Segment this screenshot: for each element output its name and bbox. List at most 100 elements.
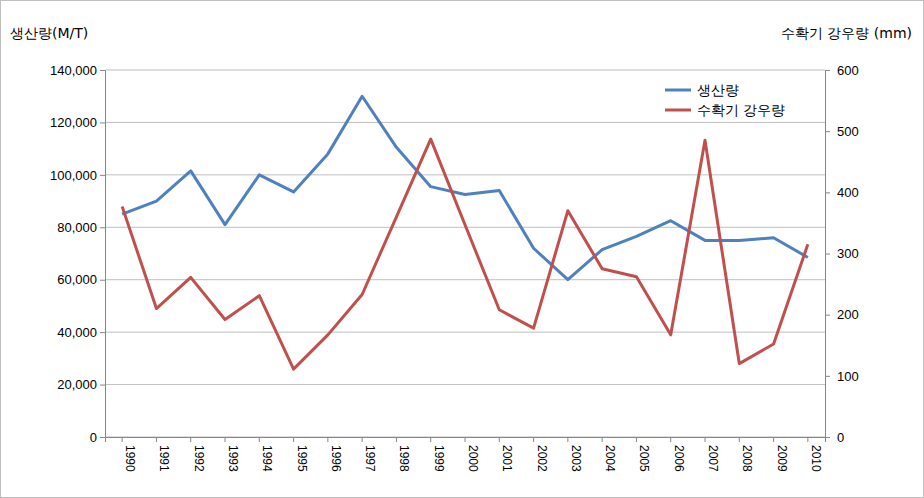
y2-tick: 0 (825, 430, 844, 445)
y2-tick: 300 (825, 246, 859, 261)
y-axis: 0 20,000 40,000 60,000 80,000 100,000 120,000 1… (50, 63, 106, 445)
x-tick-mark (773, 437, 774, 442)
x-tick: 1995 (294, 437, 309, 472)
x-tick-label: 2004 (603, 445, 617, 472)
y-tick-label: 60,000 (57, 272, 97, 287)
x-tick-mark (807, 437, 808, 442)
x-tick: 2010 (808, 437, 823, 472)
x-tick-label: 2000 (466, 445, 480, 472)
grid-line (105, 122, 825, 123)
x-tick-mark (465, 437, 466, 442)
grid-line (105, 332, 825, 333)
y2-tick: 600 (825, 63, 859, 78)
x-tick-mark (327, 437, 328, 442)
y2-tick: 500 (825, 124, 859, 139)
legend-background (663, 101, 813, 119)
y2-tick-label: 300 (837, 246, 859, 261)
x-tick-label: 2010 (809, 445, 823, 472)
y2-tick-label: 500 (837, 124, 859, 139)
legend-swatch (665, 109, 691, 112)
y2-tick: 100 (825, 368, 859, 383)
y2-tick: 200 (825, 307, 859, 322)
y2-tick-label: 100 (837, 368, 859, 383)
lines (122, 96, 808, 369)
x-tick-label: 1991 (157, 445, 171, 472)
legend-swatch (665, 89, 691, 92)
x-axis-line (106, 438, 826, 443)
x-tick-label: 2003 (569, 445, 583, 472)
x-tick-mark (225, 437, 226, 442)
chart: 0 20,000 40,000 60,000 80,000 100,000 120,000 1… (0, 0, 924, 498)
y-tick-label: 80,000 (57, 220, 97, 235)
x-tick-mark (636, 437, 637, 442)
y2-axis-line (826, 71, 831, 438)
y2-tick-mark (825, 70, 830, 71)
y-tick-label: 120,000 (50, 115, 97, 130)
x-tick-mark (396, 437, 397, 442)
y-tick: 80,000 (57, 220, 105, 235)
x-tick-mark (122, 437, 123, 442)
x-tick: 2009 (774, 437, 789, 472)
x-tick: 1993 (225, 437, 240, 472)
x-tick: 1998 (396, 437, 411, 472)
x-tick: 1990 (122, 437, 137, 472)
x-tick: 2002 (534, 437, 549, 472)
y-tick: 60,000 (57, 272, 105, 287)
x-tick-label: 1996 (329, 445, 343, 472)
x-tick: 2006 (671, 437, 686, 472)
y-tick-label: 140,000 (50, 63, 97, 78)
y2-tick-label: 400 (837, 185, 859, 200)
x-tick-label: 1994 (260, 445, 274, 472)
x-tick-label: 1995 (295, 445, 309, 472)
legend-label: 생산량 (697, 82, 739, 98)
x-tick-label: 2005 (637, 445, 651, 472)
y2-tick-mark (825, 376, 830, 377)
x-tick: 2007 (705, 437, 720, 472)
y-tick-mark (100, 385, 105, 386)
x-tick-label: 1999 (432, 445, 446, 472)
y2-axis-title: 수확기 강우량 (mm) (781, 25, 912, 41)
y-tick-label: 20,000 (57, 377, 97, 392)
y2-tick-mark (825, 131, 830, 132)
y-tick-mark (100, 280, 105, 281)
y-axis-title: 생산량(M/T) (10, 25, 88, 41)
grid-line (105, 70, 825, 71)
legend: 생산량수확기 강우량 (663, 81, 813, 119)
y-tick-mark (100, 70, 105, 71)
x-tick-mark (739, 437, 740, 442)
x-tick-label: 1993 (226, 445, 240, 472)
x-tick-mark (670, 437, 671, 442)
x-tick-mark (362, 437, 363, 442)
y-tick-label: 40,000 (57, 325, 97, 340)
x-tick-mark (190, 437, 191, 442)
x-tick-label: 2008 (740, 445, 754, 472)
y-tick-mark (100, 437, 105, 438)
y2-tick: 400 (825, 185, 859, 200)
y-tick-label: 0 (90, 430, 97, 445)
x-tick: 2003 (568, 437, 583, 472)
y-tick: 20,000 (57, 377, 105, 392)
x-tick-label: 2006 (672, 445, 686, 472)
x-tick: 2005 (636, 437, 651, 472)
x-tick-label: 2002 (535, 445, 549, 472)
x-tick: 1996 (328, 437, 343, 472)
x-tick-mark (499, 437, 500, 442)
y2-tick-mark (825, 315, 830, 316)
x-tick-mark (156, 437, 157, 442)
y-tick-mark (100, 227, 105, 228)
x-tick: 2004 (602, 437, 617, 472)
x-tick: 2000 (465, 437, 480, 472)
x-tick-mark (705, 437, 706, 442)
x-tick-mark (293, 437, 294, 442)
x-tick-mark (602, 437, 603, 442)
x-tick-label: 2001 (500, 445, 514, 472)
legend-background (663, 81, 813, 99)
y2-axis: 0 100 200 300 400 500 600 (825, 63, 859, 445)
y-tick: 40,000 (57, 325, 105, 340)
series-line (122, 139, 808, 369)
x-tick-label: 1990 (123, 445, 137, 472)
x-tick-mark (533, 437, 534, 442)
grid (105, 70, 825, 437)
y2-tick-label: 200 (837, 307, 859, 322)
y-tick: 100,000 (50, 168, 105, 183)
